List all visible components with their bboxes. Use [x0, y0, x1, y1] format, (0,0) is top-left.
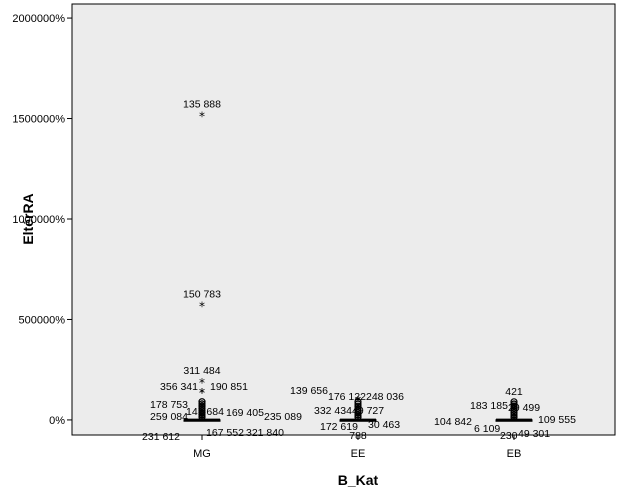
x-axis: MG EE EB	[193, 435, 521, 460]
outlier-label: 150 783	[183, 288, 221, 300]
outlier-circle	[510, 400, 518, 408]
outlier-star: *	[511, 399, 517, 413]
outlier-star: *	[355, 394, 361, 408]
outlier-label: 30 463	[368, 419, 400, 431]
outlier-label: 356 341	[160, 381, 198, 393]
outlier-star: *	[199, 406, 205, 420]
y-tick-label: 500000%	[19, 314, 66, 326]
outlier-star: *	[199, 401, 205, 415]
outlier-star: *	[199, 398, 205, 412]
outlier-label: 321 840	[246, 427, 284, 439]
outlier-circle	[354, 398, 362, 406]
outlier-circle	[198, 406, 206, 415]
outlier-label: 176 122	[328, 391, 366, 403]
outlier-star: *	[355, 402, 361, 416]
outlier-label: 169 405	[226, 407, 264, 419]
outlier-circle	[198, 404, 206, 412]
x-tick-label: MG	[193, 448, 211, 460]
plot-area	[71, 3, 616, 436]
outlier-label: 332 434	[314, 405, 352, 417]
outlier-label: 231 612	[142, 431, 180, 443]
outlier-label: 6 109	[474, 423, 500, 435]
outlier-label: 788	[349, 430, 367, 442]
outlier-circle	[198, 400, 206, 408]
outlier-star: *	[355, 410, 361, 424]
outlier-label: 172 619	[320, 421, 358, 433]
outlier-star: *	[511, 413, 517, 427]
outlier-label: 139 656	[290, 385, 328, 397]
outlier-circle	[510, 398, 518, 406]
outlier-circle	[510, 409, 518, 417]
outlier-star: *	[511, 413, 517, 427]
y-tick-label: 0%	[49, 415, 65, 427]
y-tick-label: 1500000%	[12, 114, 65, 126]
outlier-circle	[510, 413, 518, 421]
outlier-label: 135 888	[183, 99, 221, 111]
outlier-circle	[510, 404, 518, 413]
y-tick-label: 2000000%	[12, 13, 65, 25]
outlier-label: 49 727	[352, 405, 384, 417]
outliers: *135 888*150 783*311 484*356 341 * 190 851…	[142, 99, 576, 443]
outlier-star: *	[199, 408, 205, 422]
outlier-circle	[354, 404, 362, 413]
outlier-label: 311 484	[183, 365, 220, 377]
outlier-label: 190 851	[210, 381, 248, 393]
outlier-circle	[354, 402, 362, 410]
outlier-label: 109 555	[538, 414, 576, 426]
x-tick-label: EB	[507, 448, 522, 460]
outlier-star: *	[199, 406, 205, 420]
outlier-star: *	[199, 110, 205, 124]
outlier-circle	[198, 409, 206, 417]
outlier-star: *	[199, 386, 205, 400]
outlier-star: *	[355, 410, 361, 424]
y-axis-title: EltérRA	[20, 193, 36, 244]
outlier-circle	[198, 398, 206, 406]
outlier-label: 248 036	[366, 391, 404, 403]
x-axis-title: B_Kat	[338, 472, 379, 488]
y-axis: 0% 500000% 1000000% 1500000% 2000000%	[12, 13, 72, 427]
outlier-star: *	[511, 403, 517, 417]
outlier-star: *	[199, 376, 205, 390]
outlier-circle	[354, 400, 362, 408]
x-tick-label: EE	[351, 448, 366, 460]
outlier-circle	[354, 407, 362, 415]
outlier-label: 421	[505, 386, 523, 398]
outlier-star: *	[199, 412, 205, 426]
outlier-circle	[354, 409, 362, 417]
outlier-star: *	[511, 403, 517, 417]
outlier-label: 183 185	[470, 400, 508, 412]
outlier-circle	[198, 402, 206, 410]
outlier-circle	[510, 407, 518, 415]
y-tick-label: 1000000%	[12, 214, 65, 226]
outlier-circle	[198, 413, 206, 421]
outlier-star: *	[511, 409, 517, 423]
outlier-label: 29 499	[508, 402, 540, 414]
outlier-star: *	[511, 409, 517, 423]
outlier-star: *	[511, 412, 517, 426]
outlier-label: 178 753	[150, 399, 188, 411]
outlier-label: 141 684	[186, 406, 224, 418]
outlier-star: *	[199, 386, 205, 400]
outlier-circle	[510, 402, 518, 410]
outlier-star: *	[355, 394, 361, 408]
outlier-star: *	[199, 299, 205, 313]
outlier-star: *	[199, 412, 205, 426]
boxes	[183, 398, 533, 422]
outlier-star: *	[355, 402, 361, 416]
outlier-label: 167 552	[206, 427, 244, 439]
outlier-star: *	[355, 394, 361, 408]
outlier-label: 49 301	[518, 428, 550, 440]
outlier-label: 235 089	[264, 411, 302, 423]
outlier-label: 104 842	[434, 416, 472, 428]
outlier-circle	[354, 413, 362, 421]
outlier-label: 259 084	[150, 411, 188, 423]
outlier-star: *	[355, 412, 361, 426]
outlier-label: 230	[500, 430, 518, 442]
outlier-star: *	[199, 413, 205, 427]
